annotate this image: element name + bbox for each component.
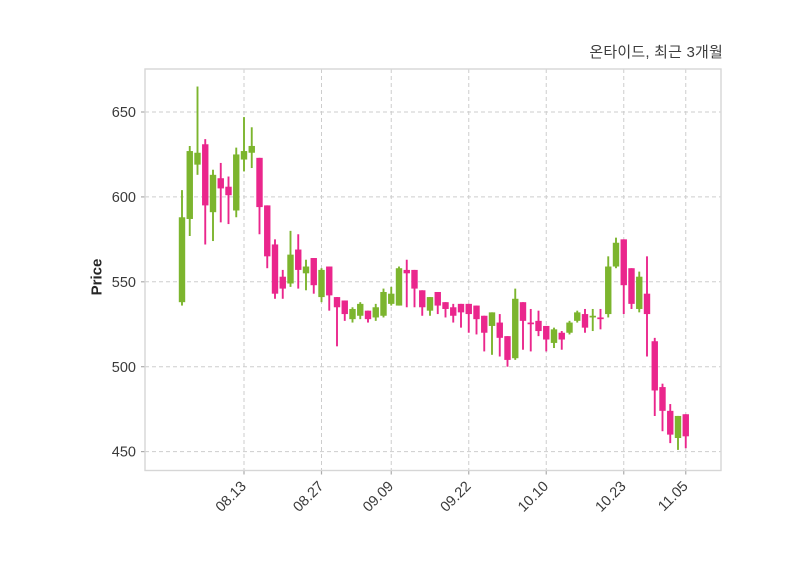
candle-body-up xyxy=(186,151,193,219)
candle-body-up xyxy=(566,322,573,333)
x-tick-label: 10.10 xyxy=(515,479,552,516)
candle-body-down xyxy=(411,269,418,289)
candle-body-up xyxy=(240,151,248,160)
candle-body-down xyxy=(519,302,527,321)
candle-body-down xyxy=(434,291,441,306)
candle-body-up xyxy=(318,269,325,298)
candle-body-up xyxy=(550,329,558,343)
chart-title: 온타이드, 최근 3개월 xyxy=(589,44,723,61)
candle-body-down xyxy=(225,186,232,196)
candle-body-down xyxy=(217,178,224,189)
candle-body-up xyxy=(248,145,255,153)
candle-body-down xyxy=(651,341,658,391)
candle-body-down xyxy=(535,320,542,332)
x-tick-label: 09.22 xyxy=(438,479,475,516)
candle-body-down xyxy=(496,322,503,338)
candle-body-down xyxy=(279,276,286,289)
candle-body-up xyxy=(380,291,387,316)
candle-body-down xyxy=(597,317,604,320)
candle-body-down xyxy=(667,410,674,435)
candle-body-up xyxy=(349,308,356,320)
candle-body-up xyxy=(287,254,294,284)
candle-body-down xyxy=(202,144,209,206)
candle-body-down xyxy=(295,249,302,270)
candle-body-down xyxy=(457,303,465,313)
candle-body-up xyxy=(574,312,581,321)
candle-body-up xyxy=(612,242,620,267)
candle-body-up xyxy=(636,276,643,309)
candle-body-down xyxy=(341,300,348,315)
candle-body-up xyxy=(395,268,403,306)
candle-body-up xyxy=(233,154,240,211)
candle-body-up xyxy=(512,298,519,359)
candle-body-down xyxy=(465,303,472,315)
candle-body-up xyxy=(589,315,596,318)
candle-body-up xyxy=(674,415,682,439)
y-tick-label: 550 xyxy=(112,275,136,291)
candle-body-down xyxy=(682,414,689,437)
candle-body-up xyxy=(194,152,201,165)
candle-body-down xyxy=(581,314,589,328)
candle-body-up xyxy=(426,297,434,311)
candle-body-down xyxy=(643,293,651,315)
plot-border xyxy=(144,68,722,472)
candle-body-up xyxy=(178,217,186,303)
x-tick-label: 10.23 xyxy=(593,479,630,516)
x-tick-label: 08.13 xyxy=(213,479,250,516)
candle-body-down xyxy=(419,290,426,308)
candle-body-down xyxy=(473,305,480,320)
y-tick-label: 450 xyxy=(112,445,136,461)
candle-body-up xyxy=(372,307,379,318)
y-tick-label: 650 xyxy=(112,105,136,121)
x-tick-label: 08.27 xyxy=(290,479,327,516)
candle-body-down xyxy=(326,266,333,296)
candle-body-down xyxy=(527,322,534,325)
candle-body-up xyxy=(488,312,496,326)
x-tick-label: 09.09 xyxy=(360,479,397,516)
candle-body-up xyxy=(209,174,217,213)
candle-body-down xyxy=(450,307,457,316)
candle-body-down xyxy=(364,310,372,320)
candle-body-down xyxy=(504,336,511,360)
candle-body-down xyxy=(543,325,550,340)
candle-body-down xyxy=(264,205,271,257)
candle-body-down xyxy=(620,239,627,286)
candle-body-down xyxy=(271,244,279,294)
candle-body-down xyxy=(403,269,410,274)
candle-body-down xyxy=(256,157,263,208)
candle-body-up xyxy=(357,303,364,316)
candle-body-down xyxy=(333,297,341,308)
candle-body-down xyxy=(659,387,666,411)
candle-body-down xyxy=(558,332,565,340)
candle-body-down xyxy=(628,268,635,304)
candle-body-up xyxy=(302,266,310,274)
candle-body-down xyxy=(442,302,449,309)
x-tick-label: 11.05 xyxy=(655,479,691,515)
y-tick-label: 500 xyxy=(112,360,136,376)
y-tick-label: 600 xyxy=(112,190,136,206)
candle-body-up xyxy=(388,293,395,304)
candle-body-up xyxy=(605,266,612,315)
candle-body-down xyxy=(481,315,488,333)
candle-body-down xyxy=(310,258,317,286)
